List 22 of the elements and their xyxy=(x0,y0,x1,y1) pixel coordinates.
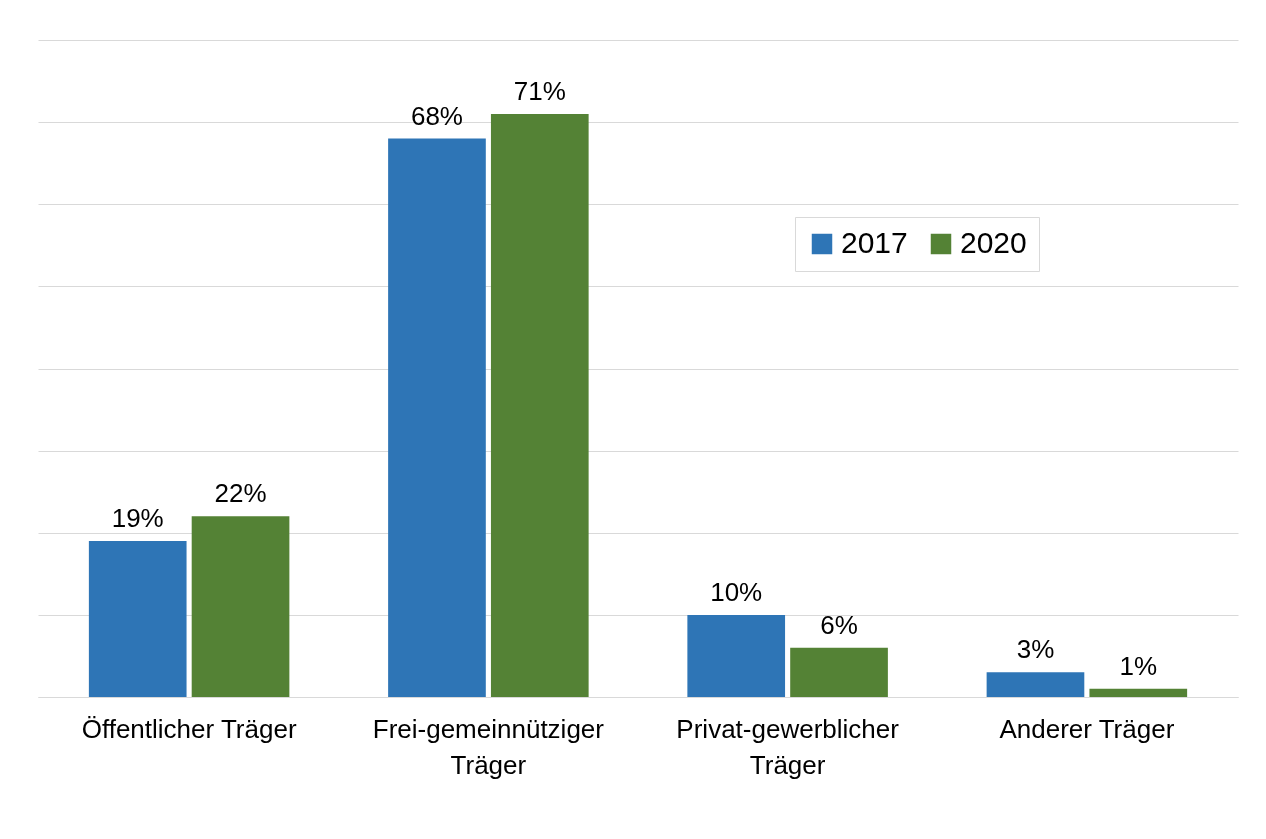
bar xyxy=(490,113,589,697)
bar xyxy=(687,614,786,697)
bar xyxy=(986,672,1085,697)
data-label: 3% xyxy=(1016,634,1055,665)
bar xyxy=(88,540,187,697)
data-label: 6% xyxy=(820,609,858,640)
bar xyxy=(790,647,888,697)
legend-label: 2020 xyxy=(960,226,1027,259)
x-tick-label: Frei-gemeinnütziger Träger xyxy=(372,714,605,780)
data-label: 19% xyxy=(111,502,164,533)
x-tick-label: Anderer Träger xyxy=(999,714,1175,744)
bar xyxy=(388,138,486,697)
data-label: 10% xyxy=(710,576,763,607)
legend-label: 2017 xyxy=(841,226,908,259)
x-tick-label: Öffentlicher Träger xyxy=(81,714,297,744)
data-label: 71% xyxy=(513,75,566,106)
data-label: 68% xyxy=(410,100,463,131)
bar xyxy=(191,516,290,697)
data-label: 22% xyxy=(214,478,267,509)
bar xyxy=(1089,688,1188,697)
x-tick-label: Privat-gewerblicher Träger xyxy=(676,714,900,780)
data-label: 1% xyxy=(1119,650,1158,681)
